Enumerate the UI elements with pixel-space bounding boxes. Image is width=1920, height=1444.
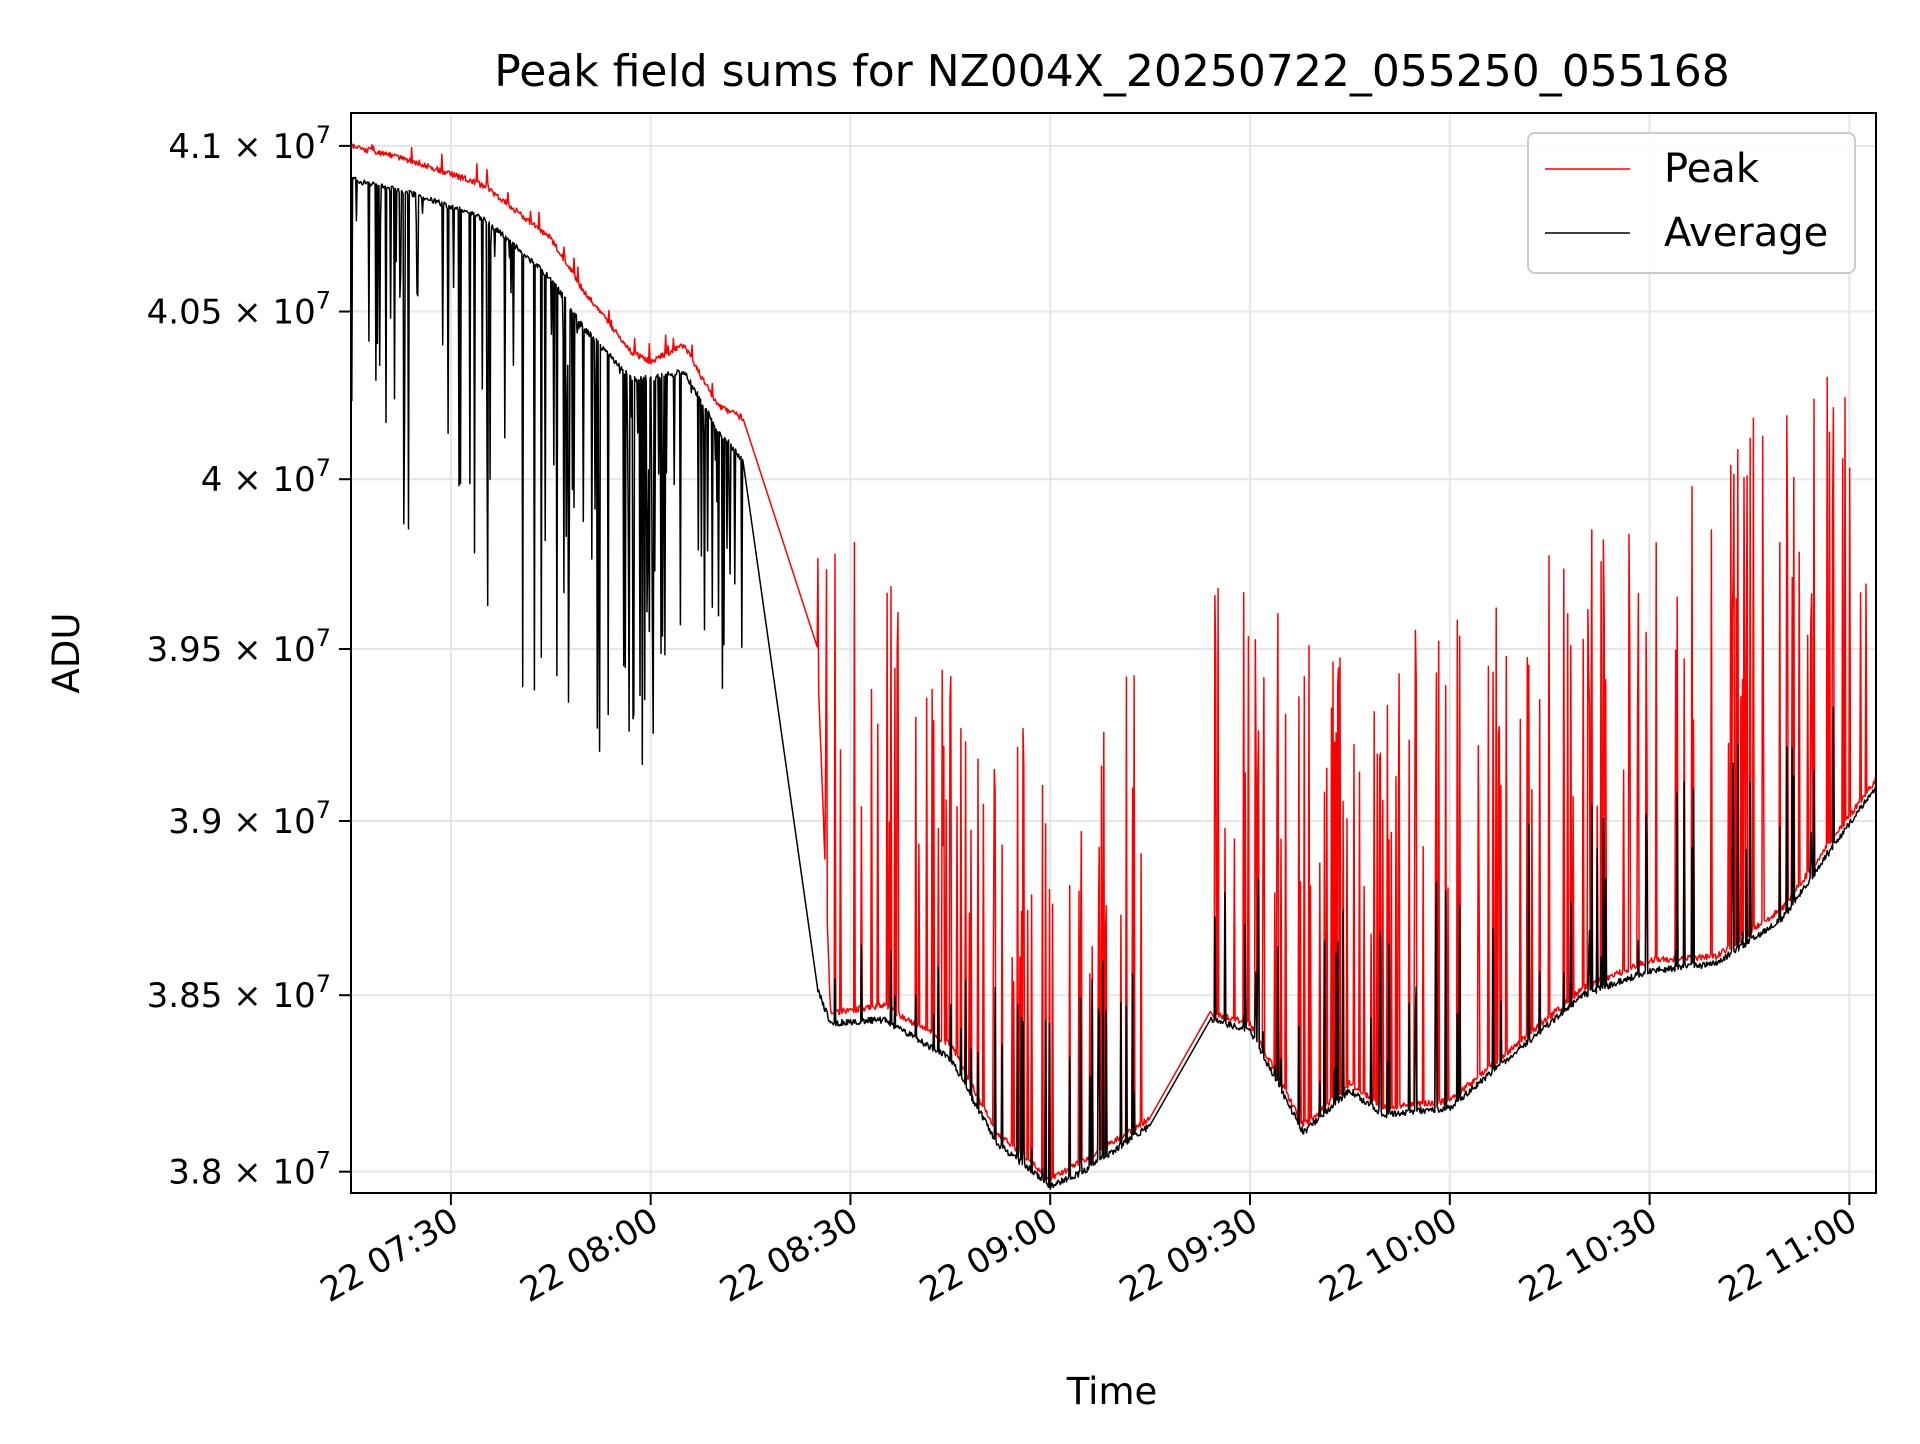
y-tick-times: × [222,1153,272,1193]
y-tick-base: 10 [272,802,315,842]
y-tick-exponent: 7 [316,1147,331,1175]
y-tick-label: 3.8 × 107 [168,1147,331,1193]
y-tick-base: 10 [272,1153,315,1193]
y-tick-exponent: 7 [316,121,331,149]
y-tick-base: 10 [272,630,315,670]
y-tick-times: × [222,802,272,842]
y-tick-exponent: 7 [316,624,331,652]
y-tick-label: 3.9 × 107 [168,796,331,842]
y-tick-mantissa: 4.1 [168,127,222,167]
y-tick-mantissa: 4.05 [147,293,223,333]
y-tick-mantissa: 3.95 [147,630,223,670]
series-average-line [351,176,1876,1190]
plot-frame [350,112,1877,1194]
y-tick-times: × [222,460,272,500]
y-tick-base: 10 [272,127,315,167]
y-tick-times: × [222,976,272,1016]
y-tick-times: × [222,127,272,167]
y-tick-label: 4 × 107 [201,454,331,500]
legend-average-label: Average [1664,210,1828,256]
y-tick-exponent: 7 [316,454,331,482]
y-axis-label: ADU [45,613,88,694]
y-tick-exponent: 7 [316,287,331,315]
y-tick-label: 4.05 × 107 [147,287,331,333]
plot-area [351,143,1876,1190]
y-tick-times: × [222,630,272,670]
grid-lines [351,113,1876,1193]
y-tick-label: 3.95 × 107 [147,624,331,670]
y-tick-mantissa: 3.8 [168,1153,222,1193]
chart-title: Peak field sums for NZ004X_20250722_0552… [494,46,1730,97]
legend: Peak Average [1527,132,1856,274]
y-tick-label: 3.85 × 107 [147,970,331,1016]
series-layer [351,143,1876,1190]
legend-box [1527,132,1856,274]
y-tick-base: 10 [272,976,315,1016]
y-tick-exponent: 7 [316,796,331,824]
y-tick-label: 4.1 × 107 [168,121,331,167]
y-tick-base: 10 [272,293,315,333]
y-tick-times: × [222,293,272,333]
y-tick-exponent: 7 [316,970,331,998]
x-axis-label: Time [1066,1370,1158,1413]
y-tick-mantissa: 3.9 [168,802,222,842]
y-tick-mantissa: 4 [201,460,223,500]
legend-peak-label: Peak [1664,146,1760,192]
y-tick-base: 10 [272,460,315,500]
y-tick-mantissa: 3.85 [147,976,223,1016]
